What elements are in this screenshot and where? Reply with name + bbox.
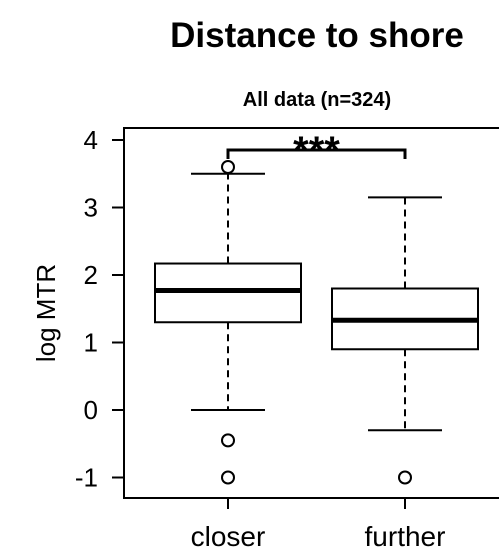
bracket-line [226,148,407,159]
significance-label: *** [293,129,340,173]
chart-subtitle: All data (n=324) [243,89,391,111]
y-axis: -1 0 1 2 3 4 [75,125,124,493]
x-tick-label: closer [191,521,266,552]
significance-bracket: *** [226,129,407,173]
chart-title: Distance to shore [170,16,464,55]
x-tick-label: further [365,521,446,552]
box-further [331,196,479,485]
y-tick-label: 0 [84,395,98,425]
outlier-point [221,160,235,174]
y-tick-label: 2 [84,260,98,290]
outlier-point [221,470,235,485]
boxplots [154,160,479,485]
box-closer [154,160,302,485]
y-tick-label: 1 [84,328,98,358]
outlier-point [398,470,412,485]
outlier-point [221,433,235,448]
y-tick-label: 3 [84,193,98,223]
y-axis-label: log MTR [31,264,61,362]
x-axis: closer further [191,498,446,552]
y-tick-label: -1 [75,463,98,493]
plot-frame [123,127,499,499]
y-tick-label: 4 [84,125,98,155]
